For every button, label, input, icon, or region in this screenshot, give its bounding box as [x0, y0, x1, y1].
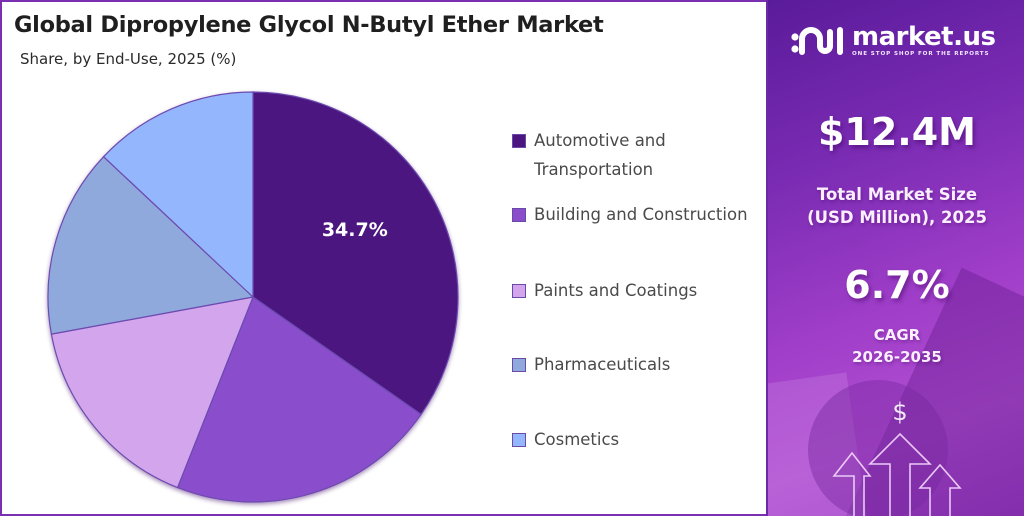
- market-size-label-line1: Total Market Size: [816, 185, 978, 204]
- cagr-label-line2: 2026-2035: [852, 348, 942, 366]
- chart-title: Global Dipropylene Glycol N-Butyl Ether …: [14, 12, 604, 38]
- legend-swatch: [512, 208, 526, 222]
- market-size-value: $12.4M: [817, 110, 976, 154]
- pie-slices: [47, 91, 459, 503]
- legend-item-cosmetics[interactable]: Cosmetics: [512, 425, 749, 454]
- legend-swatch: [512, 433, 526, 447]
- legend-item-paints-and-coatings[interactable]: Paints and Coatings: [512, 276, 764, 305]
- legend-label: Cosmetics: [534, 430, 620, 449]
- summary-panel: market.us ONE STOP SHOP FOR THE REPORTS …: [766, 0, 1024, 516]
- pie-slice-paints-and-coatings[interactable]: [50, 296, 254, 489]
- dollar-sign-icon: $: [892, 398, 907, 426]
- growth-arrows-icon: $: [832, 398, 962, 516]
- pie-chart-svg: 34.7%: [47, 91, 459, 503]
- chart-subtitle: Share, by End-Use, 2025 (%): [20, 50, 237, 68]
- legend-label: Pharmaceuticals: [534, 355, 671, 374]
- brand-logo[interactable]: market.us ONE STOP SHOP FOR THE REPORTS: [790, 21, 996, 58]
- cagr-label-line1: CAGR: [873, 326, 921, 344]
- brand-name: market.us: [852, 21, 996, 52]
- legend-label: Building and Construction: [534, 205, 748, 224]
- pie-slice-pharmaceuticals[interactable]: [47, 155, 255, 335]
- pie-chart: 34.7%: [40, 84, 470, 514]
- legend-label: Automotive and Transportation: [534, 131, 666, 179]
- pie-slice-cosmetics[interactable]: [102, 91, 254, 299]
- legend-item-pharmaceuticals[interactable]: Pharmaceuticals: [512, 350, 749, 379]
- legend-swatch: [512, 284, 526, 298]
- market-size-label: Total Market Size (USD Million), 2025: [768, 183, 1024, 229]
- legend-item-automotive-and-transportation[interactable]: Automotive and Transportation: [512, 126, 749, 184]
- legend-swatch: [512, 358, 526, 372]
- slice-data-label: 34.7%: [322, 219, 388, 241]
- market-us-logo-icon: [791, 27, 843, 55]
- background-circle: [808, 380, 948, 516]
- market-size-label-line2: (USD Million), 2025: [807, 208, 987, 227]
- legend-item-building-and-construction[interactable]: Building and Construction: [512, 200, 749, 229]
- chart-area: Global Dipropylene Glycol N-Butyl Ether …: [14, 12, 764, 514]
- pie-slice-automotive-and-transportation[interactable]: [252, 91, 459, 416]
- brand-tagline: ONE STOP SHOP FOR THE REPORTS: [852, 50, 990, 57]
- legend-label: Paints and Coatings: [534, 281, 698, 300]
- legend-swatch: [512, 134, 526, 148]
- pie-slice-building-and-construction[interactable]: [176, 296, 422, 503]
- cagr-value: 6.7%: [844, 263, 950, 307]
- cagr-label: CAGR 2026-2035: [768, 324, 1024, 368]
